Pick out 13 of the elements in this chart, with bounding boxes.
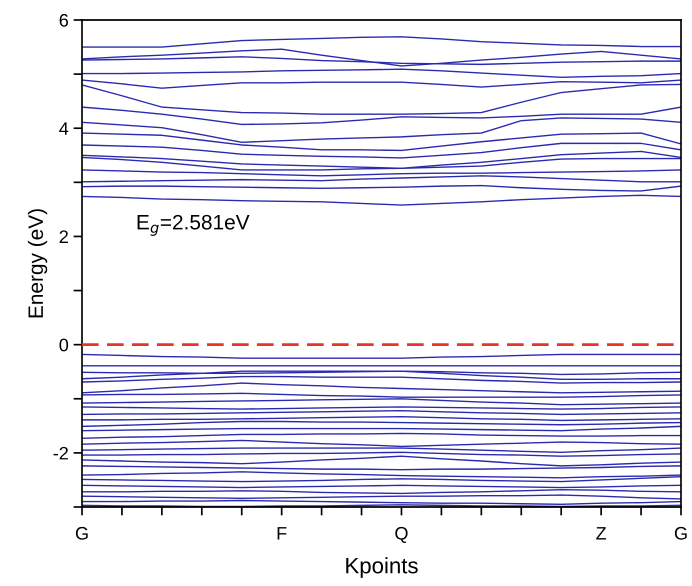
x-tick-label: G	[76, 526, 88, 540]
y-tick-label: -2	[54, 446, 68, 460]
x-tick-label: G	[674, 526, 687, 540]
y-tick-label: 4	[59, 122, 68, 135]
x-tick-label: Z	[596, 527, 606, 540]
x-tick-label: F	[278, 527, 286, 540]
y-axis-title: Energy (eV)	[28, 209, 48, 318]
y-tick-label: 0	[59, 338, 68, 352]
x-axis-title: Kpoints	[346, 557, 418, 578]
annotation: E$_{g}$=2.581eV	[138, 214, 250, 236]
x-tick-label: Q	[395, 526, 408, 543]
y-tick-label: 6	[60, 14, 68, 27]
y-tick-label: 2	[60, 230, 68, 243]
